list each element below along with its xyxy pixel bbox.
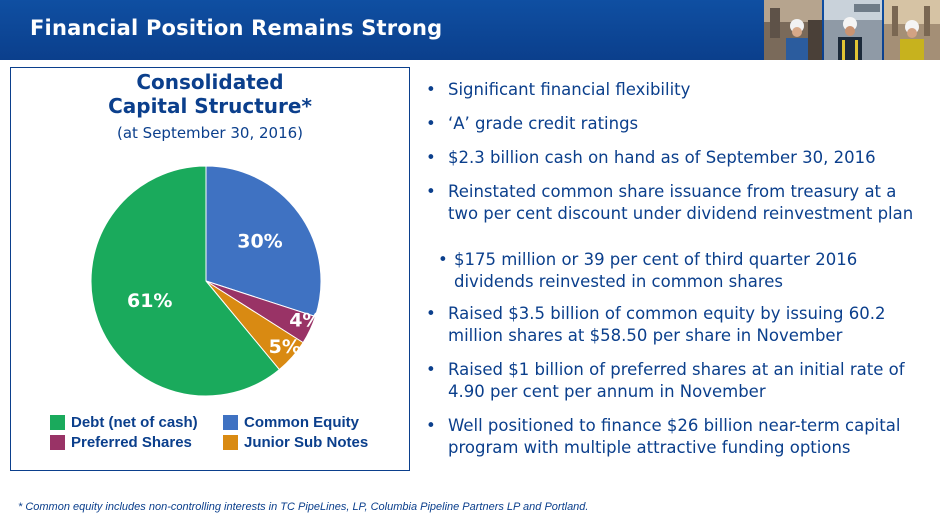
bullet-dot: • (438, 250, 448, 269)
chart-subtitle: (at September 30, 2016) (116, 124, 304, 142)
chart-title: Consolidated Capital Structure* (0, 70, 420, 118)
page-title: Financial Position Remains Strong (30, 16, 443, 40)
pie-slice-debt-net-of-cash (90, 165, 281, 397)
legend-label-common-equity: Common Equity (244, 414, 359, 431)
bullet-item: • ‘A’ grade credit ratings (426, 114, 639, 133)
pie-chart: 30% 4% 5% 61% (90, 165, 322, 397)
legend-swatch-preferred-shares (50, 435, 65, 450)
bullet-dot: • (426, 304, 436, 323)
pie-label-debt-net-of-cash: 61% (127, 290, 172, 312)
pie-label-junior-sub-notes: 5% (269, 336, 301, 358)
bullet-dot: • (426, 416, 436, 435)
footnote: * Common equity includes non-controlling… (18, 501, 589, 513)
legend-item-junior-sub-notes: Junior Sub Notes (223, 434, 368, 451)
legend-swatch-junior-sub-notes (223, 435, 238, 450)
legend-label-debt: Debt (net of cash) (71, 414, 198, 431)
chart-title-line-2: Capital Structure* (108, 94, 312, 118)
bullet-dot: • (426, 360, 436, 379)
legend-swatch-common-equity (223, 415, 238, 430)
sub-bullet-item: • $175 million or 39 per cent of third q… (438, 250, 858, 291)
bullet-item: • $2.3 billion cash on hand as of Septem… (426, 148, 876, 167)
bullet-dot: • (426, 114, 436, 133)
chart-title-line-1: Consolidated (136, 70, 284, 94)
legend-label-junior-sub-notes: Junior Sub Notes (244, 434, 369, 451)
pie-label-preferred-shares: 4% (289, 310, 321, 332)
bullet-item: • Well positioned to finance $26 billion… (426, 416, 901, 457)
header-bar: Financial Position Remains Strong (0, 0, 940, 60)
chart-panel (10, 67, 410, 471)
bullets-panel: • Significant financial flexibility • ‘A… (416, 67, 930, 477)
legend-swatch-debt (50, 415, 65, 430)
header-photo-worker-1 (764, 0, 822, 60)
legend-item-debt: Debt (net of cash) (50, 414, 198, 431)
bullet-dot: • (426, 148, 436, 167)
bullet-item: • Raised $3.5 billion of common equity b… (426, 304, 886, 345)
bullet-dot: • (426, 182, 436, 201)
legend-item-common-equity: Common Equity (223, 414, 359, 431)
legend-item-preferred-shares: Preferred Shares (50, 434, 192, 451)
pie-label-common-equity: 30% (237, 230, 282, 252)
pie-slice-common-equity (205, 165, 322, 318)
bullet-item: • Significant financial flexibility (426, 80, 691, 99)
legend-label-preferred-shares: Preferred Shares (71, 434, 192, 451)
header-photo-worker-3 (884, 0, 940, 60)
bullet-dot: • (426, 80, 436, 99)
bullet-item: • Reinstated common share issuance from … (426, 182, 914, 223)
bullet-item: • Raised $1 billion of preferred shares … (426, 360, 905, 401)
header-photo-worker-2 (824, 0, 882, 60)
